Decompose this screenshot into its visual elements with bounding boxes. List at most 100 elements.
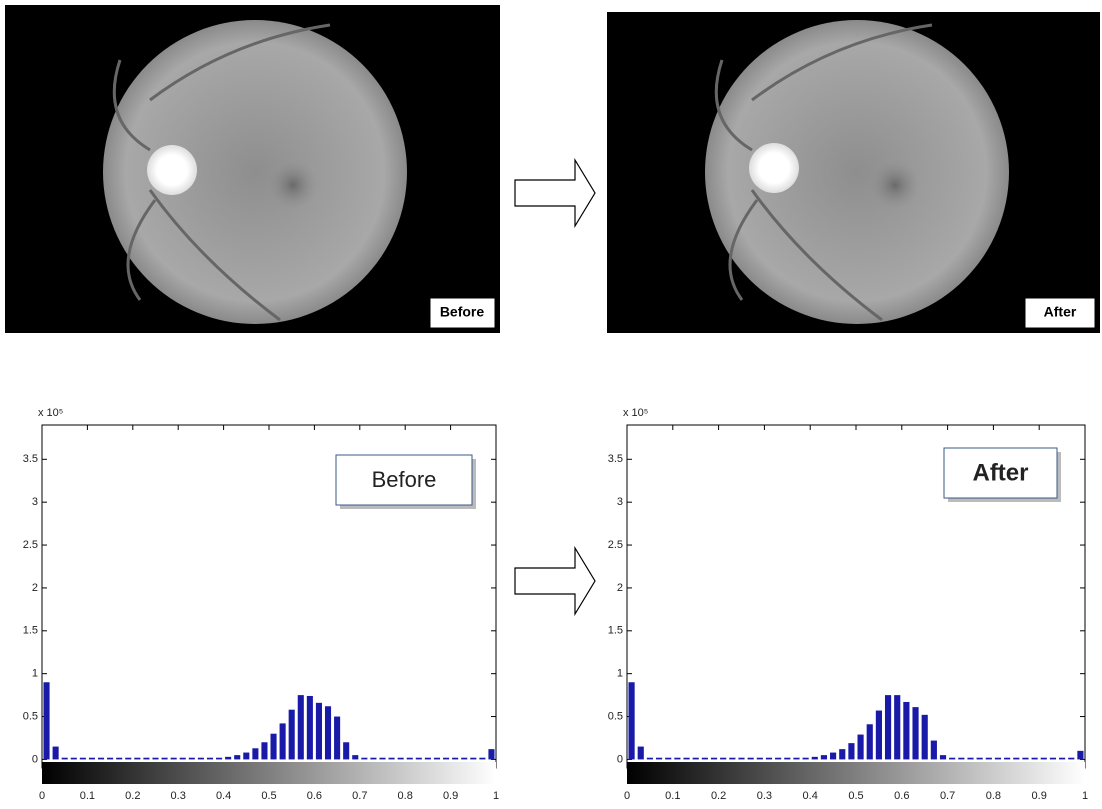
bar bbox=[171, 758, 177, 760]
bar bbox=[629, 682, 635, 759]
bar bbox=[116, 758, 122, 760]
image-before: Before bbox=[5, 5, 500, 333]
bar bbox=[766, 758, 772, 760]
image-label: Before bbox=[440, 304, 485, 320]
bar bbox=[693, 758, 699, 760]
bar bbox=[389, 758, 395, 760]
y-tick-label: 1.5 bbox=[608, 625, 623, 637]
bar bbox=[107, 758, 113, 760]
annotation: After bbox=[972, 459, 1028, 486]
bar bbox=[1077, 751, 1083, 760]
bar bbox=[931, 741, 937, 760]
bar bbox=[958, 758, 964, 760]
bar bbox=[683, 758, 689, 760]
x-tick-label: 0.9 bbox=[443, 790, 458, 802]
bar bbox=[995, 758, 1001, 760]
bar bbox=[71, 758, 77, 760]
bar bbox=[821, 755, 827, 759]
bar bbox=[416, 758, 422, 760]
bar bbox=[793, 758, 799, 760]
bar bbox=[1032, 758, 1038, 760]
axis-exponent: x 10⁵ bbox=[38, 407, 63, 419]
bar bbox=[334, 717, 340, 760]
y-tick-label: 1 bbox=[617, 668, 623, 680]
x-tick-label: 0.3 bbox=[171, 790, 186, 802]
y-tick-label: 1 bbox=[32, 668, 38, 680]
bar bbox=[343, 742, 349, 759]
x-tick-label: 0.1 bbox=[80, 790, 95, 802]
bar bbox=[44, 682, 50, 759]
bar bbox=[867, 724, 873, 759]
bar bbox=[1068, 758, 1074, 760]
bar bbox=[180, 758, 186, 760]
colorbar bbox=[42, 762, 496, 784]
bar bbox=[784, 758, 790, 760]
y-tick-label: 3 bbox=[32, 496, 38, 508]
page: Before After x 10⁵00.511.522.533.500.10.… bbox=[0, 0, 1102, 809]
axis-exponent: x 10⁵ bbox=[623, 407, 648, 419]
bar bbox=[1013, 758, 1019, 760]
bar bbox=[949, 758, 955, 760]
bar bbox=[198, 758, 204, 760]
bar bbox=[1050, 758, 1056, 760]
bar bbox=[830, 753, 836, 760]
x-tick-label: 0.2 bbox=[711, 790, 726, 802]
y-tick-label: 1.5 bbox=[23, 625, 38, 637]
y-tick-label: 0 bbox=[32, 753, 38, 765]
bar bbox=[280, 723, 286, 759]
y-tick-label: 2 bbox=[32, 582, 38, 594]
bar bbox=[162, 758, 168, 760]
bar bbox=[461, 758, 467, 760]
bar bbox=[252, 748, 258, 759]
bar bbox=[143, 758, 149, 760]
bar bbox=[189, 758, 195, 760]
bar bbox=[656, 758, 662, 760]
image-label: After bbox=[1044, 304, 1077, 320]
arrow bbox=[515, 548, 595, 614]
colorbar bbox=[627, 762, 1085, 784]
bar bbox=[858, 735, 864, 760]
bar bbox=[125, 758, 131, 760]
bar bbox=[922, 715, 928, 760]
bar bbox=[370, 758, 376, 760]
bar bbox=[729, 758, 735, 760]
x-tick-label: 0.1 bbox=[665, 790, 680, 802]
bar bbox=[289, 710, 295, 760]
x-tick-label: 0.8 bbox=[398, 790, 413, 802]
bar bbox=[720, 758, 726, 760]
bar bbox=[316, 703, 322, 760]
bar bbox=[903, 702, 909, 759]
bar bbox=[665, 758, 671, 760]
y-tick-label: 3.5 bbox=[23, 453, 38, 465]
x-tick-label: 0.6 bbox=[894, 790, 909, 802]
bar bbox=[479, 758, 485, 760]
bar bbox=[134, 758, 140, 760]
x-tick-label: 0.7 bbox=[940, 790, 955, 802]
bar bbox=[80, 758, 86, 760]
bar bbox=[967, 758, 973, 760]
x-tick-label: 0.5 bbox=[848, 790, 863, 802]
bar bbox=[207, 758, 213, 760]
bar bbox=[361, 758, 367, 760]
bar bbox=[407, 758, 413, 760]
x-tick-label: 1 bbox=[1082, 790, 1088, 802]
bar bbox=[1041, 758, 1047, 760]
bar bbox=[443, 758, 449, 760]
bar bbox=[325, 706, 331, 759]
bar bbox=[1059, 758, 1065, 760]
bar bbox=[885, 695, 891, 759]
bar bbox=[53, 747, 59, 760]
bar bbox=[379, 758, 385, 760]
bar bbox=[307, 696, 313, 759]
x-tick-label: 0.4 bbox=[803, 790, 818, 802]
bar bbox=[940, 755, 946, 759]
bar bbox=[488, 749, 494, 759]
bar bbox=[89, 758, 95, 760]
bar bbox=[398, 758, 404, 760]
bar bbox=[234, 755, 240, 759]
bar bbox=[425, 758, 431, 760]
bar bbox=[470, 758, 476, 760]
y-tick-label: 2.5 bbox=[23, 539, 38, 551]
y-tick-label: 3.5 bbox=[608, 453, 623, 465]
bar bbox=[434, 758, 440, 760]
